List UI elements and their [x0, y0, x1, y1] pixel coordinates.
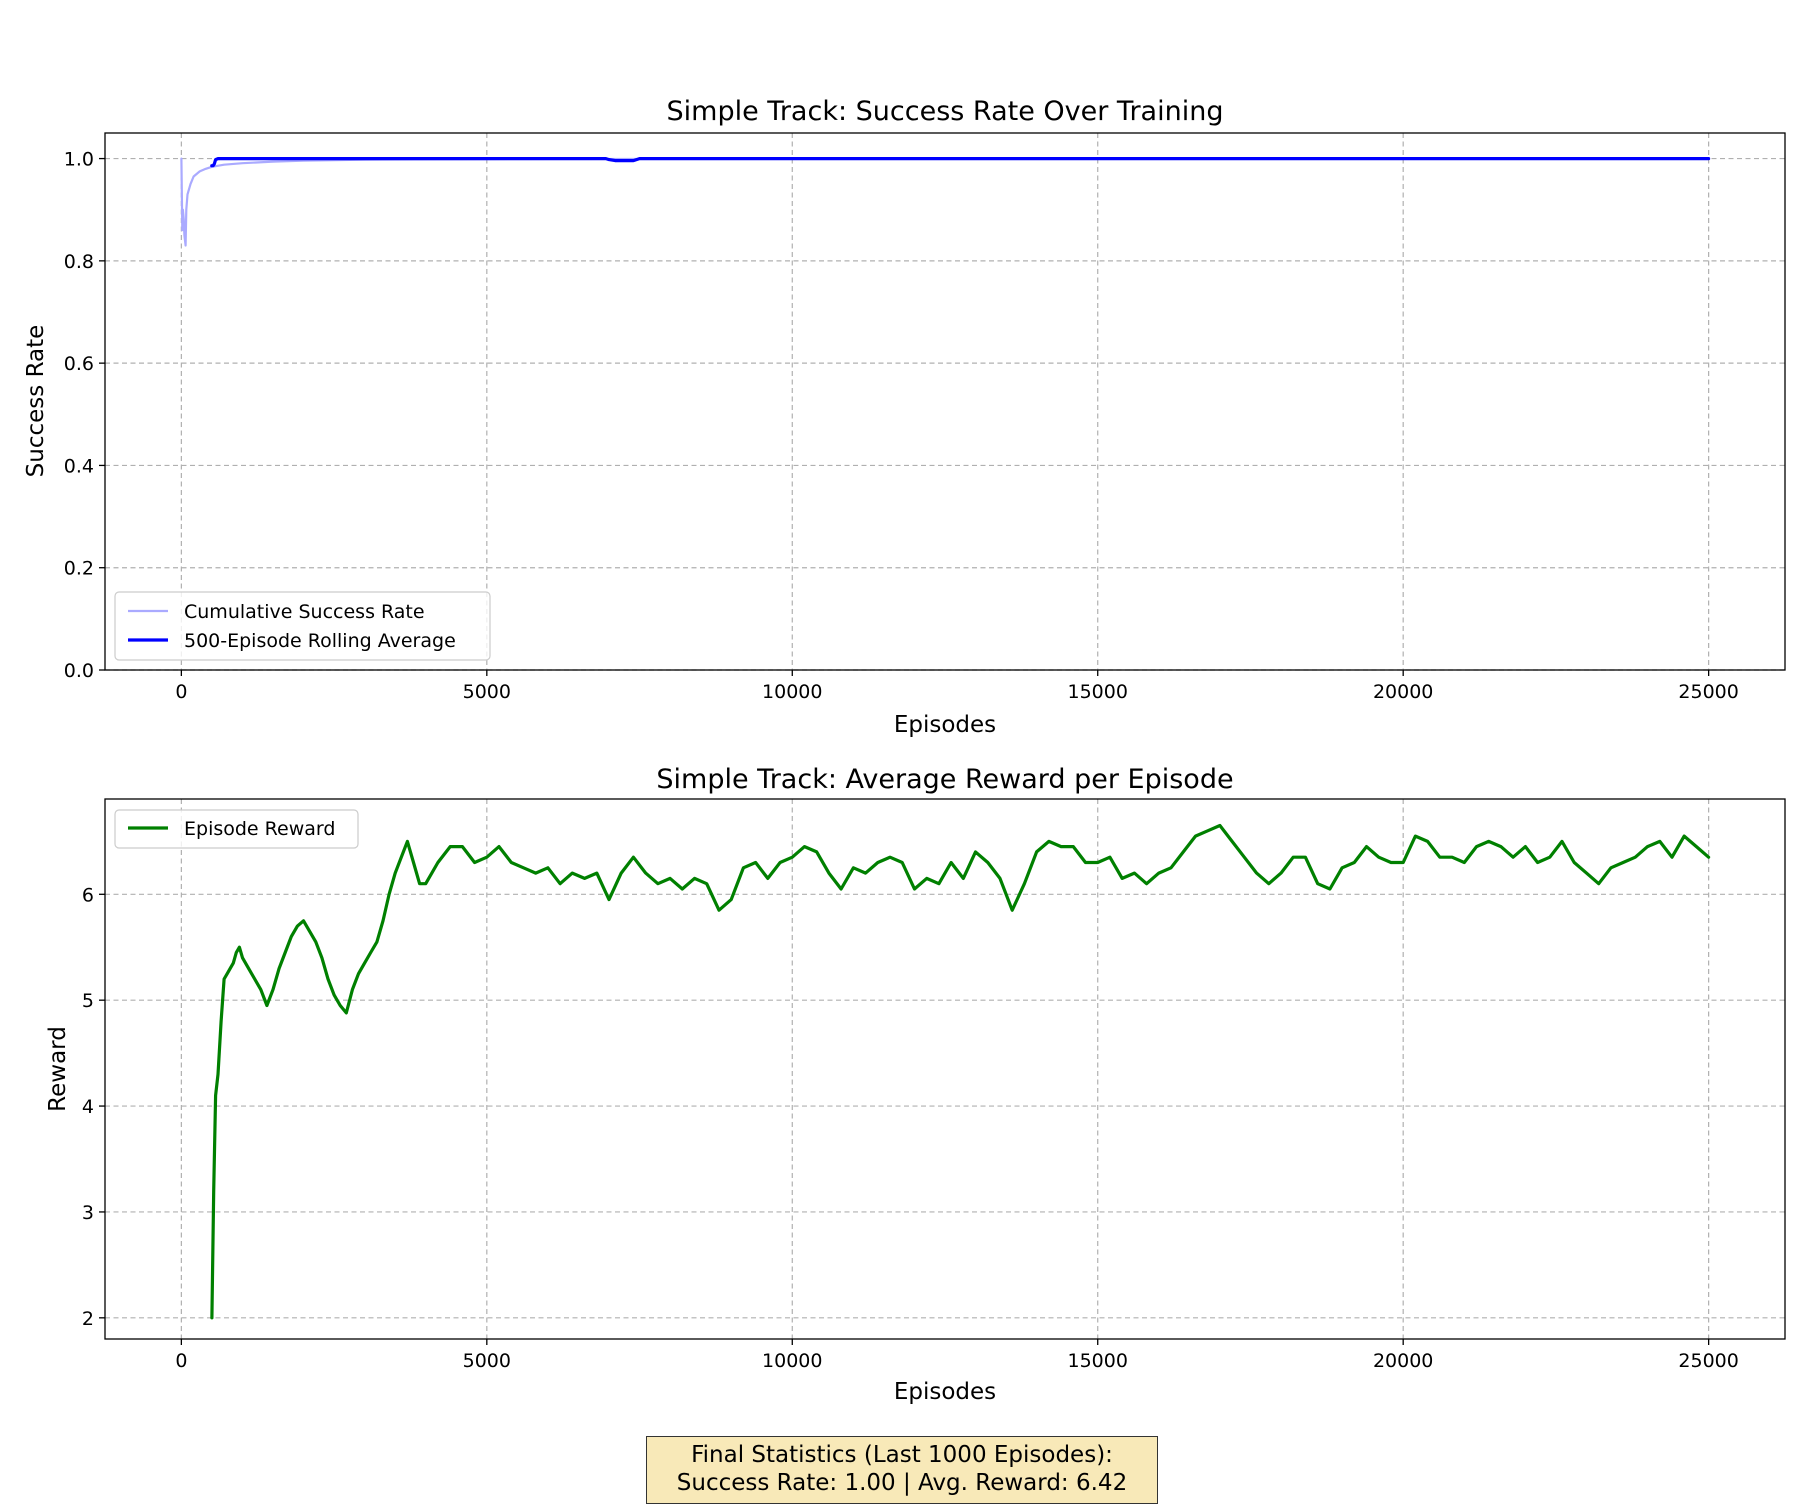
series-line-episode-reward [210, 823, 1711, 1320]
reward-chart: Simple Track: Average Reward per Episode… [45, 764, 1786, 1405]
x-tick-label: 5000 [463, 681, 511, 703]
legend-label-rolling: 500-Episode Rolling Average [184, 630, 456, 652]
x-tick-label: 5000 [463, 1350, 511, 1372]
y-tick-label: 5 [82, 990, 94, 1012]
y-tick-label: 4 [82, 1096, 94, 1118]
y-tick-label: 0.4 [64, 455, 94, 477]
legend: Cumulative Success Rate 500-Episode Roll… [114, 591, 491, 661]
y-tick-label: 0.6 [64, 353, 94, 375]
x-tick-label: 10000 [762, 681, 822, 703]
stats-line-1: Final Statistics (Last 1000 Episodes): [691, 1442, 1113, 1468]
legend-box [114, 591, 491, 661]
final-statistics-box: Final Statistics (Last 1000 Episodes): S… [646, 1436, 1158, 1504]
y-tick-label: 2 [82, 1308, 94, 1330]
y-tick-label: 0.8 [64, 251, 94, 273]
x-axis-label: Episodes [894, 712, 996, 738]
y-axis-label: Success Rate [23, 325, 49, 478]
series-layer [180, 157, 1711, 247]
axes-frame [104, 798, 1786, 1340]
axis-ticks: 0 5000 10000 15000 20000 25000 0.0 0.2 0.4 0.6 0.8… [64, 149, 1739, 703]
legend: Episode Reward [114, 809, 359, 849]
grid [105, 799, 1785, 1339]
y-tick-label: 1.0 [64, 149, 94, 171]
y-tick-label: 0.0 [64, 660, 94, 682]
y-axis-label: Reward [45, 1026, 71, 1112]
success-rate-chart: Simple Track: Success Rate Over Training… [23, 96, 1786, 738]
y-tick-label: 0.2 [64, 558, 94, 580]
y-tick-label: 3 [82, 1202, 94, 1224]
x-tick-label: 20000 [1373, 1350, 1433, 1372]
x-tick-label: 25000 [1678, 1350, 1738, 1372]
x-axis-label: Episodes [894, 1379, 996, 1405]
chart-title: Simple Track: Success Rate Over Training [667, 96, 1224, 127]
grid [105, 133, 1785, 671]
stats-line-2: Success Rate: 1.00 | Avg. Reward: 6.42 [676, 1470, 1128, 1496]
x-tick-label: 10000 [762, 1350, 822, 1372]
legend-label-cumulative: Cumulative Success Rate [184, 601, 425, 623]
y-tick-label: 6 [82, 884, 94, 906]
x-tick-label: 15000 [1068, 1350, 1128, 1372]
x-tick-label: 0 [175, 681, 187, 703]
chart-title: Simple Track: Average Reward per Episode [656, 764, 1233, 795]
x-tick-label: 0 [175, 1350, 187, 1372]
legend-label-reward: Episode Reward [184, 818, 335, 840]
series-line-cumulative-success-rate [180, 157, 1710, 247]
axes-frame [104, 132, 1786, 671]
x-tick-label: 25000 [1678, 681, 1738, 703]
legend-box [114, 809, 359, 849]
x-tick-label: 15000 [1068, 681, 1128, 703]
series-line-500-episode-rolling-average [210, 157, 1711, 168]
axis-ticks: 0 5000 10000 15000 20000 25000 2 3 4 5 6 [82, 884, 1739, 1372]
series-layer [210, 823, 1711, 1320]
x-tick-label: 20000 [1373, 681, 1433, 703]
